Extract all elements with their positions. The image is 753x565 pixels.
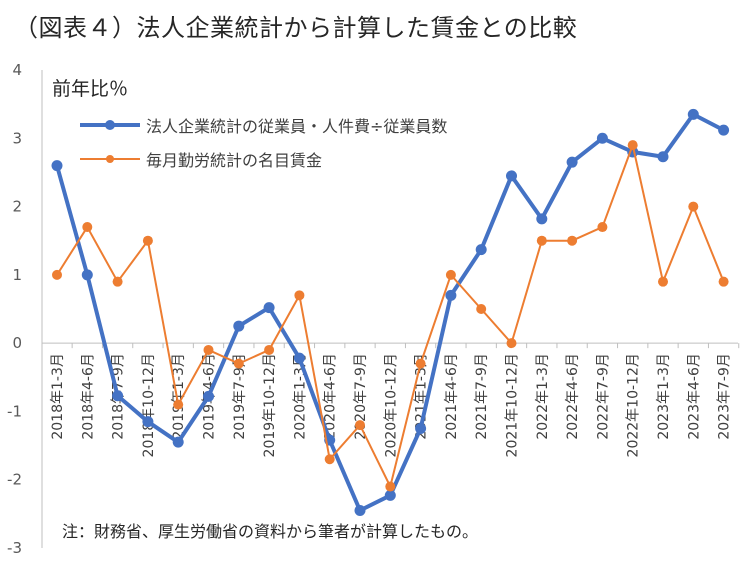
data-point-monthly xyxy=(142,235,153,246)
data-point-corporate xyxy=(142,416,154,428)
legend-entry-monthly: 毎月勤労統計の名目賃金 xyxy=(80,142,447,176)
x-tick-label: 2020年7-9月 xyxy=(353,353,369,440)
data-point-monthly xyxy=(52,269,62,280)
x-tick-label: 2021年7-9月 xyxy=(474,353,490,440)
x-tick-label: 2018年4-6月 xyxy=(80,353,96,440)
data-point-monthly xyxy=(536,235,547,246)
x-tick-label: 2021年10-12月 xyxy=(505,353,521,457)
data-point-monthly xyxy=(173,399,184,410)
data-point-monthly xyxy=(597,222,608,233)
data-point-corporate xyxy=(263,302,275,314)
y-tick-label: 4 xyxy=(12,61,22,79)
data-point-corporate xyxy=(112,390,124,402)
data-point-corporate xyxy=(718,124,730,136)
data-point-corporate xyxy=(506,170,517,182)
data-point-monthly xyxy=(112,276,123,287)
data-point-monthly xyxy=(203,344,214,355)
y-tick-label: -3 xyxy=(7,539,22,557)
data-point-corporate xyxy=(415,423,427,434)
x-tick-label: 2019年7-9月 xyxy=(232,353,248,440)
legend-label-corporate: 法人企業統計の従業員・人件費÷従業員数 xyxy=(146,117,448,136)
x-tick-label: 2020年4-6月 xyxy=(323,353,339,440)
x-tick-label: 2022年7-9月 xyxy=(595,353,611,440)
data-point-monthly xyxy=(445,269,456,280)
x-tick-label: 2022年4-6月 xyxy=(565,353,581,440)
x-tick-label: 2019年1-3月 xyxy=(171,353,187,440)
data-point-monthly xyxy=(567,235,578,246)
x-tick-label: 2020年10-12月 xyxy=(383,353,399,457)
data-point-monthly xyxy=(82,222,93,233)
y-tick-label: 1 xyxy=(12,266,22,284)
x-tick-label: 2022年10-12月 xyxy=(626,353,642,457)
data-point-corporate xyxy=(596,132,608,144)
x-tick-label: 2023年1-3月 xyxy=(656,353,672,440)
data-point-corporate xyxy=(536,213,548,225)
data-point-monthly xyxy=(718,276,729,287)
legend: 法人企業統計の従業員・人件費÷従業員数 毎月勤労統計の名目賃金 xyxy=(80,108,447,176)
x-tick-label: 2019年10-12月 xyxy=(262,353,278,457)
legend-entry-corporate: 法人企業統計の従業員・人件費÷従業員数 xyxy=(80,108,447,142)
data-point-monthly xyxy=(688,201,699,212)
data-point-monthly xyxy=(506,338,517,349)
data-point-corporate xyxy=(203,390,214,402)
y-tick-label: -1 xyxy=(7,402,22,420)
y-tick-label: -2 xyxy=(7,471,22,489)
data-point-corporate xyxy=(445,289,457,301)
data-point-corporate xyxy=(293,352,305,364)
source-note: 注：財務省、厚生労働省の資料から筆者が計算したもの。 xyxy=(62,522,479,541)
data-point-monthly xyxy=(627,140,638,151)
data-point-monthly xyxy=(415,358,426,369)
x-tick-label: 2023年4-6月 xyxy=(686,353,702,440)
data-point-corporate xyxy=(657,151,669,163)
data-point-corporate xyxy=(354,504,366,516)
y-tick-label: 3 xyxy=(12,129,22,147)
data-point-monthly xyxy=(355,420,365,431)
y-tick-label: 2 xyxy=(12,198,22,216)
x-tick-label: 2018年1-3月 xyxy=(50,353,66,440)
data-point-corporate xyxy=(566,156,578,168)
data-point-corporate xyxy=(475,244,487,256)
y-axis-unit-label: 前年比％ xyxy=(52,78,129,100)
data-point-corporate xyxy=(51,160,63,172)
legend-label-monthly: 毎月勤労統計の名目賃金 xyxy=(146,151,323,170)
y-tick-label: 0 xyxy=(12,334,22,352)
data-point-monthly xyxy=(476,304,487,314)
x-tick-label: 2023年7-9月 xyxy=(717,353,733,440)
data-point-monthly xyxy=(324,454,335,465)
data-point-monthly xyxy=(658,276,668,287)
data-point-monthly xyxy=(294,290,305,301)
data-point-corporate xyxy=(233,320,245,332)
data-point-corporate xyxy=(81,269,93,281)
data-point-corporate xyxy=(172,436,184,448)
data-point-monthly xyxy=(233,358,244,369)
x-tick-label: 2021年4-6月 xyxy=(444,353,460,440)
x-tick-label: 2022年1-3月 xyxy=(535,353,551,440)
data-point-corporate xyxy=(384,489,396,501)
data-point-corporate xyxy=(687,108,699,120)
x-tick-label: 2018年10-12月 xyxy=(141,353,157,457)
data-point-monthly xyxy=(385,481,396,492)
chart-title: （図表４）法人企業統計から計算した賃金との比較 xyxy=(14,14,578,42)
data-point-monthly xyxy=(264,344,275,355)
